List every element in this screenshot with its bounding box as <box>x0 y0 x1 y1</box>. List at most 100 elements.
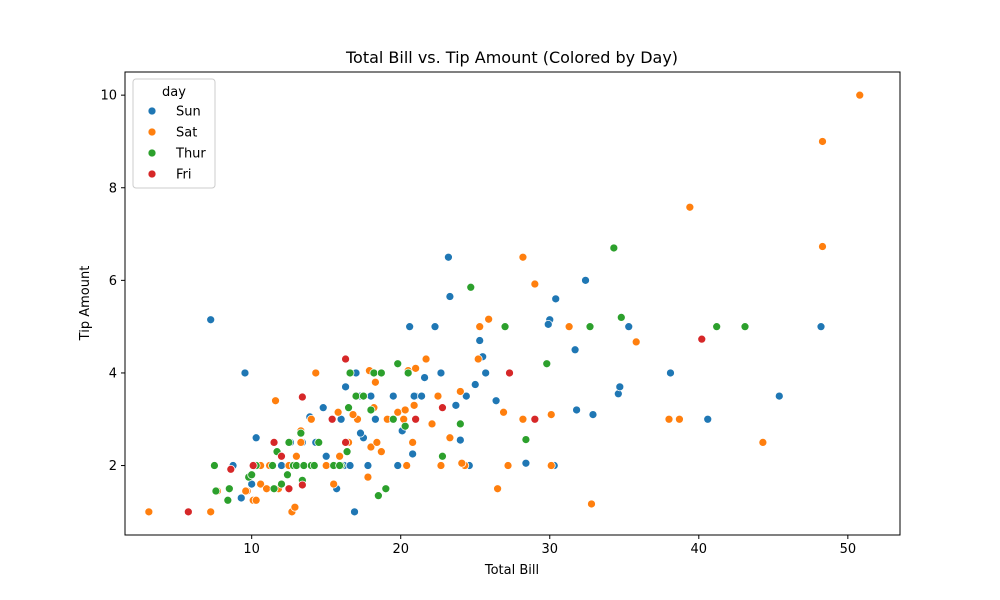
data-point-fri <box>341 354 350 364</box>
data-point-sat <box>402 461 412 470</box>
legend-entries: Sun Sat Thur Fri <box>147 105 206 183</box>
data-point-sat <box>372 438 382 447</box>
legend-marker-sun <box>147 106 157 116</box>
data-point-thur <box>740 322 750 332</box>
data-point-sat <box>290 502 300 512</box>
data-point-sat <box>335 451 344 461</box>
data-point-thur <box>335 461 344 470</box>
data-point-sun <box>350 507 359 517</box>
data-point-sat <box>587 499 596 509</box>
data-point-sat <box>457 458 467 468</box>
data-point-sun <box>366 391 376 401</box>
series-fri <box>183 334 707 517</box>
data-point-sun <box>408 449 418 459</box>
chart-title: Total Bill vs. Tip Amount (Colored by Da… <box>345 48 678 67</box>
data-point-sat <box>144 507 154 517</box>
data-point-sat <box>564 322 574 332</box>
data-point-thur <box>223 495 233 505</box>
data-point-sat <box>296 438 306 447</box>
data-point-sun <box>491 396 501 406</box>
data-point-thur <box>438 451 447 461</box>
data-point-sun <box>206 315 216 325</box>
data-point-fri <box>297 480 307 490</box>
data-point-thur <box>224 484 234 494</box>
data-point-thur <box>351 391 361 401</box>
data-point-thur <box>403 368 413 378</box>
data-point-thur <box>712 322 722 332</box>
data-point-sun <box>277 461 286 470</box>
data-point-sun <box>572 405 581 415</box>
legend-marker-sat <box>147 127 157 137</box>
data-point-thur <box>400 421 410 431</box>
data-point-sat <box>421 354 431 364</box>
data-point-fri <box>277 451 286 461</box>
data-point-thur <box>466 282 476 292</box>
data-point-fri <box>327 414 337 424</box>
data-point-sat <box>631 337 641 347</box>
plot-area <box>124 71 901 536</box>
data-point-sun <box>551 294 561 304</box>
data-point-fri <box>269 438 279 447</box>
data-point-sun <box>570 345 580 355</box>
data-point-sat <box>518 414 528 424</box>
data-point-fri <box>530 414 540 424</box>
data-point-sat <box>546 461 556 470</box>
data-point-sun <box>445 292 455 301</box>
y-tick-label: 6 <box>109 274 117 289</box>
data-point-sun <box>321 451 331 461</box>
data-point-fri <box>183 507 193 517</box>
legend-label-thur: Thur <box>175 147 206 162</box>
legend-label-fri: Fri <box>176 168 192 183</box>
data-point-sun <box>363 461 373 470</box>
data-point-sat <box>292 451 301 461</box>
data-point-sun <box>444 252 453 262</box>
data-point-thur <box>585 322 595 332</box>
y-axis-ticks: 2 4 6 8 10 <box>100 89 125 474</box>
data-point-sun <box>588 410 598 419</box>
data-point-thur <box>344 403 353 413</box>
data-point-sat <box>411 363 420 373</box>
data-point-thur <box>455 419 465 429</box>
data-point-thur <box>376 368 386 378</box>
data-point-fri <box>341 438 350 447</box>
data-point-sat <box>256 479 265 489</box>
data-point-sat <box>685 202 695 212</box>
data-point-sat <box>321 461 331 470</box>
data-point-sun <box>251 433 261 443</box>
data-point-sun <box>451 400 461 410</box>
data-point-sat <box>433 391 443 401</box>
data-point-sun <box>816 322 826 332</box>
data-point-sat <box>473 354 483 364</box>
data-point-thur <box>247 470 257 480</box>
data-point-sun <box>318 403 328 413</box>
data-point-thur <box>366 405 376 415</box>
data-point-thur <box>342 447 352 457</box>
data-point-sat <box>445 433 455 443</box>
data-point-sat <box>427 419 437 429</box>
data-point-thur <box>609 243 619 253</box>
data-point-sat <box>455 387 465 396</box>
x-tick-label: 20 <box>392 542 409 557</box>
data-point-sat <box>493 484 502 494</box>
data-point-thur <box>268 461 277 470</box>
legend-marker-fri <box>147 169 157 179</box>
y-tick-label: 2 <box>109 459 117 474</box>
data-point-sat <box>363 472 373 482</box>
data-point-sat <box>206 507 216 517</box>
data-point-sun <box>461 391 471 401</box>
data-point-sun <box>236 493 246 503</box>
data-point-sat <box>664 414 674 424</box>
plot-frame <box>124 71 901 536</box>
data-point-sat <box>818 137 827 146</box>
data-point-fri <box>697 334 707 344</box>
data-point-sun <box>581 275 590 285</box>
data-point-sat <box>262 484 271 494</box>
data-point-thur <box>296 428 306 438</box>
data-point-sun <box>371 414 380 424</box>
data-point-thur <box>616 313 626 322</box>
x-tick-label: 30 <box>541 542 558 557</box>
data-point-thur <box>500 322 510 332</box>
data-point-sat <box>371 377 380 387</box>
y-tick-label: 8 <box>109 181 117 196</box>
x-tick-label: 50 <box>840 542 857 557</box>
